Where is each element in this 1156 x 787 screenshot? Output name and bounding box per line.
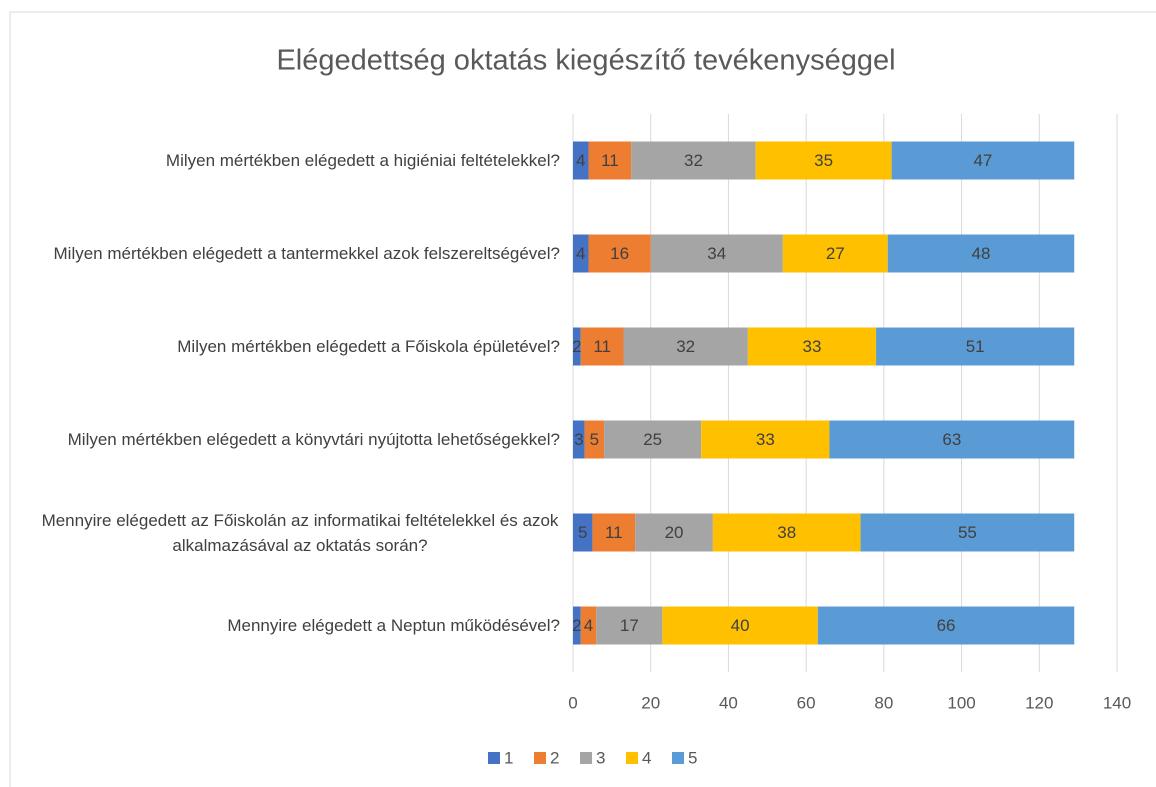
data-label: 55 [958,523,977,542]
category-text: Milyen mértékben elégedett a Főiskola ép… [177,337,560,356]
x-tick-label: 120 [1025,693,1053,712]
bar-segment [701,420,830,459]
data-label: 51 [966,337,985,356]
bar-segment [592,513,636,552]
bar-segment [860,513,1075,552]
data-label: 27 [826,244,845,263]
category-text: Mennyire elégedett a Neptun működésével? [227,616,560,635]
data-label: 11 [601,151,619,170]
category-label: Mennyire elégedett az Főiskolán az infor… [40,488,560,578]
bar-segment [782,234,888,273]
chart-border [9,11,1156,787]
data-label: 33 [803,337,822,356]
bar-segment [876,327,1075,366]
category-label: Mennyire elégedett a Neptun működésével? [227,581,560,671]
data-label: 5 [590,430,599,449]
bar-segment [604,420,702,459]
category-text: Milyen mértékben elégedett a könyvtári n… [67,430,560,449]
data-label: 34 [707,244,726,263]
data-label: 32 [684,151,703,170]
bar-segment [573,234,589,273]
category-text: Milyen mértékben elégedett a higiéniai f… [165,151,560,170]
x-tick-label: 100 [947,693,975,712]
category-label: Milyen mértékben elégedett a Főiskola ép… [177,302,560,392]
bar-segment [747,327,877,366]
bar-segment [887,234,1075,273]
x-tick-label: 40 [719,693,738,712]
legend-label: 3 [596,748,605,767]
category-label: Milyen mértékben elégedett a tantermekke… [54,209,561,299]
bar-segment [573,513,593,552]
bar-segment [623,327,748,366]
data-label: 4 [576,151,585,170]
x-tick-label: 140 [1103,693,1131,712]
data-label: 25 [643,430,662,449]
data-label: 33 [756,430,775,449]
data-label: 35 [814,151,833,170]
data-label: 38 [777,523,796,542]
bar-segment [891,141,1075,180]
bar-segment [631,141,756,180]
bar-segment [573,420,585,459]
bar-segment [712,513,861,552]
data-label: 63 [942,430,961,449]
data-label: 2 [572,337,581,356]
data-label: 20 [665,523,684,542]
legend-swatch [626,752,638,764]
legend-label: 1 [504,748,513,767]
x-tick-label: 20 [641,693,660,712]
bar-segment [580,606,597,645]
legend-swatch [488,752,500,764]
data-label: 5 [578,523,587,542]
bar-segment [829,420,1075,459]
data-label: 3 [574,430,583,449]
legend-swatch [534,752,546,764]
bar-segment [596,606,663,645]
data-label: 11 [605,523,623,542]
data-label: 48 [972,244,991,263]
data-label: 16 [610,244,629,263]
bar-segment [817,606,1075,645]
bar-segment [584,420,605,459]
legend-label: 2 [550,748,559,767]
chart-title: Elégedettség oktatás kiegészítő tevékeny… [276,45,895,77]
bar-segment [573,327,581,366]
legend-swatch [672,752,684,764]
bar-segment [635,513,713,552]
data-label: 40 [731,616,750,635]
category-text: Milyen mértékben elégedett a tantermekke… [53,244,561,263]
data-label: 47 [973,151,992,170]
bar-segment [650,234,783,273]
legend-label: 4 [642,748,651,767]
data-label: 32 [676,337,695,356]
x-tick-label: 80 [874,693,893,712]
data-label: 4 [576,244,585,263]
data-label: 17 [620,616,639,635]
bar-segment [662,606,818,645]
bar-segment [588,141,632,180]
bar-segment [588,234,651,273]
bar-segment [580,327,624,366]
data-label: 2 [572,616,581,635]
category-label: Milyen mértékben elégedett a könyvtári n… [68,395,560,485]
bar-segment [573,606,581,645]
legend-swatch [580,752,592,764]
bar-segment [573,141,589,180]
bar-segment [755,141,892,180]
category-label: Milyen mértékben elégedett a higiéniai f… [166,116,560,206]
data-label: 4 [584,616,593,635]
data-label: 66 [937,616,956,635]
legend-label: 5 [688,748,697,767]
data-label: 11 [593,337,611,356]
x-tick-label: 0 [568,693,577,712]
x-tick-label: 60 [797,693,816,712]
category-text: Mennyire elégedett az Főiskolán az infor… [41,510,559,555]
